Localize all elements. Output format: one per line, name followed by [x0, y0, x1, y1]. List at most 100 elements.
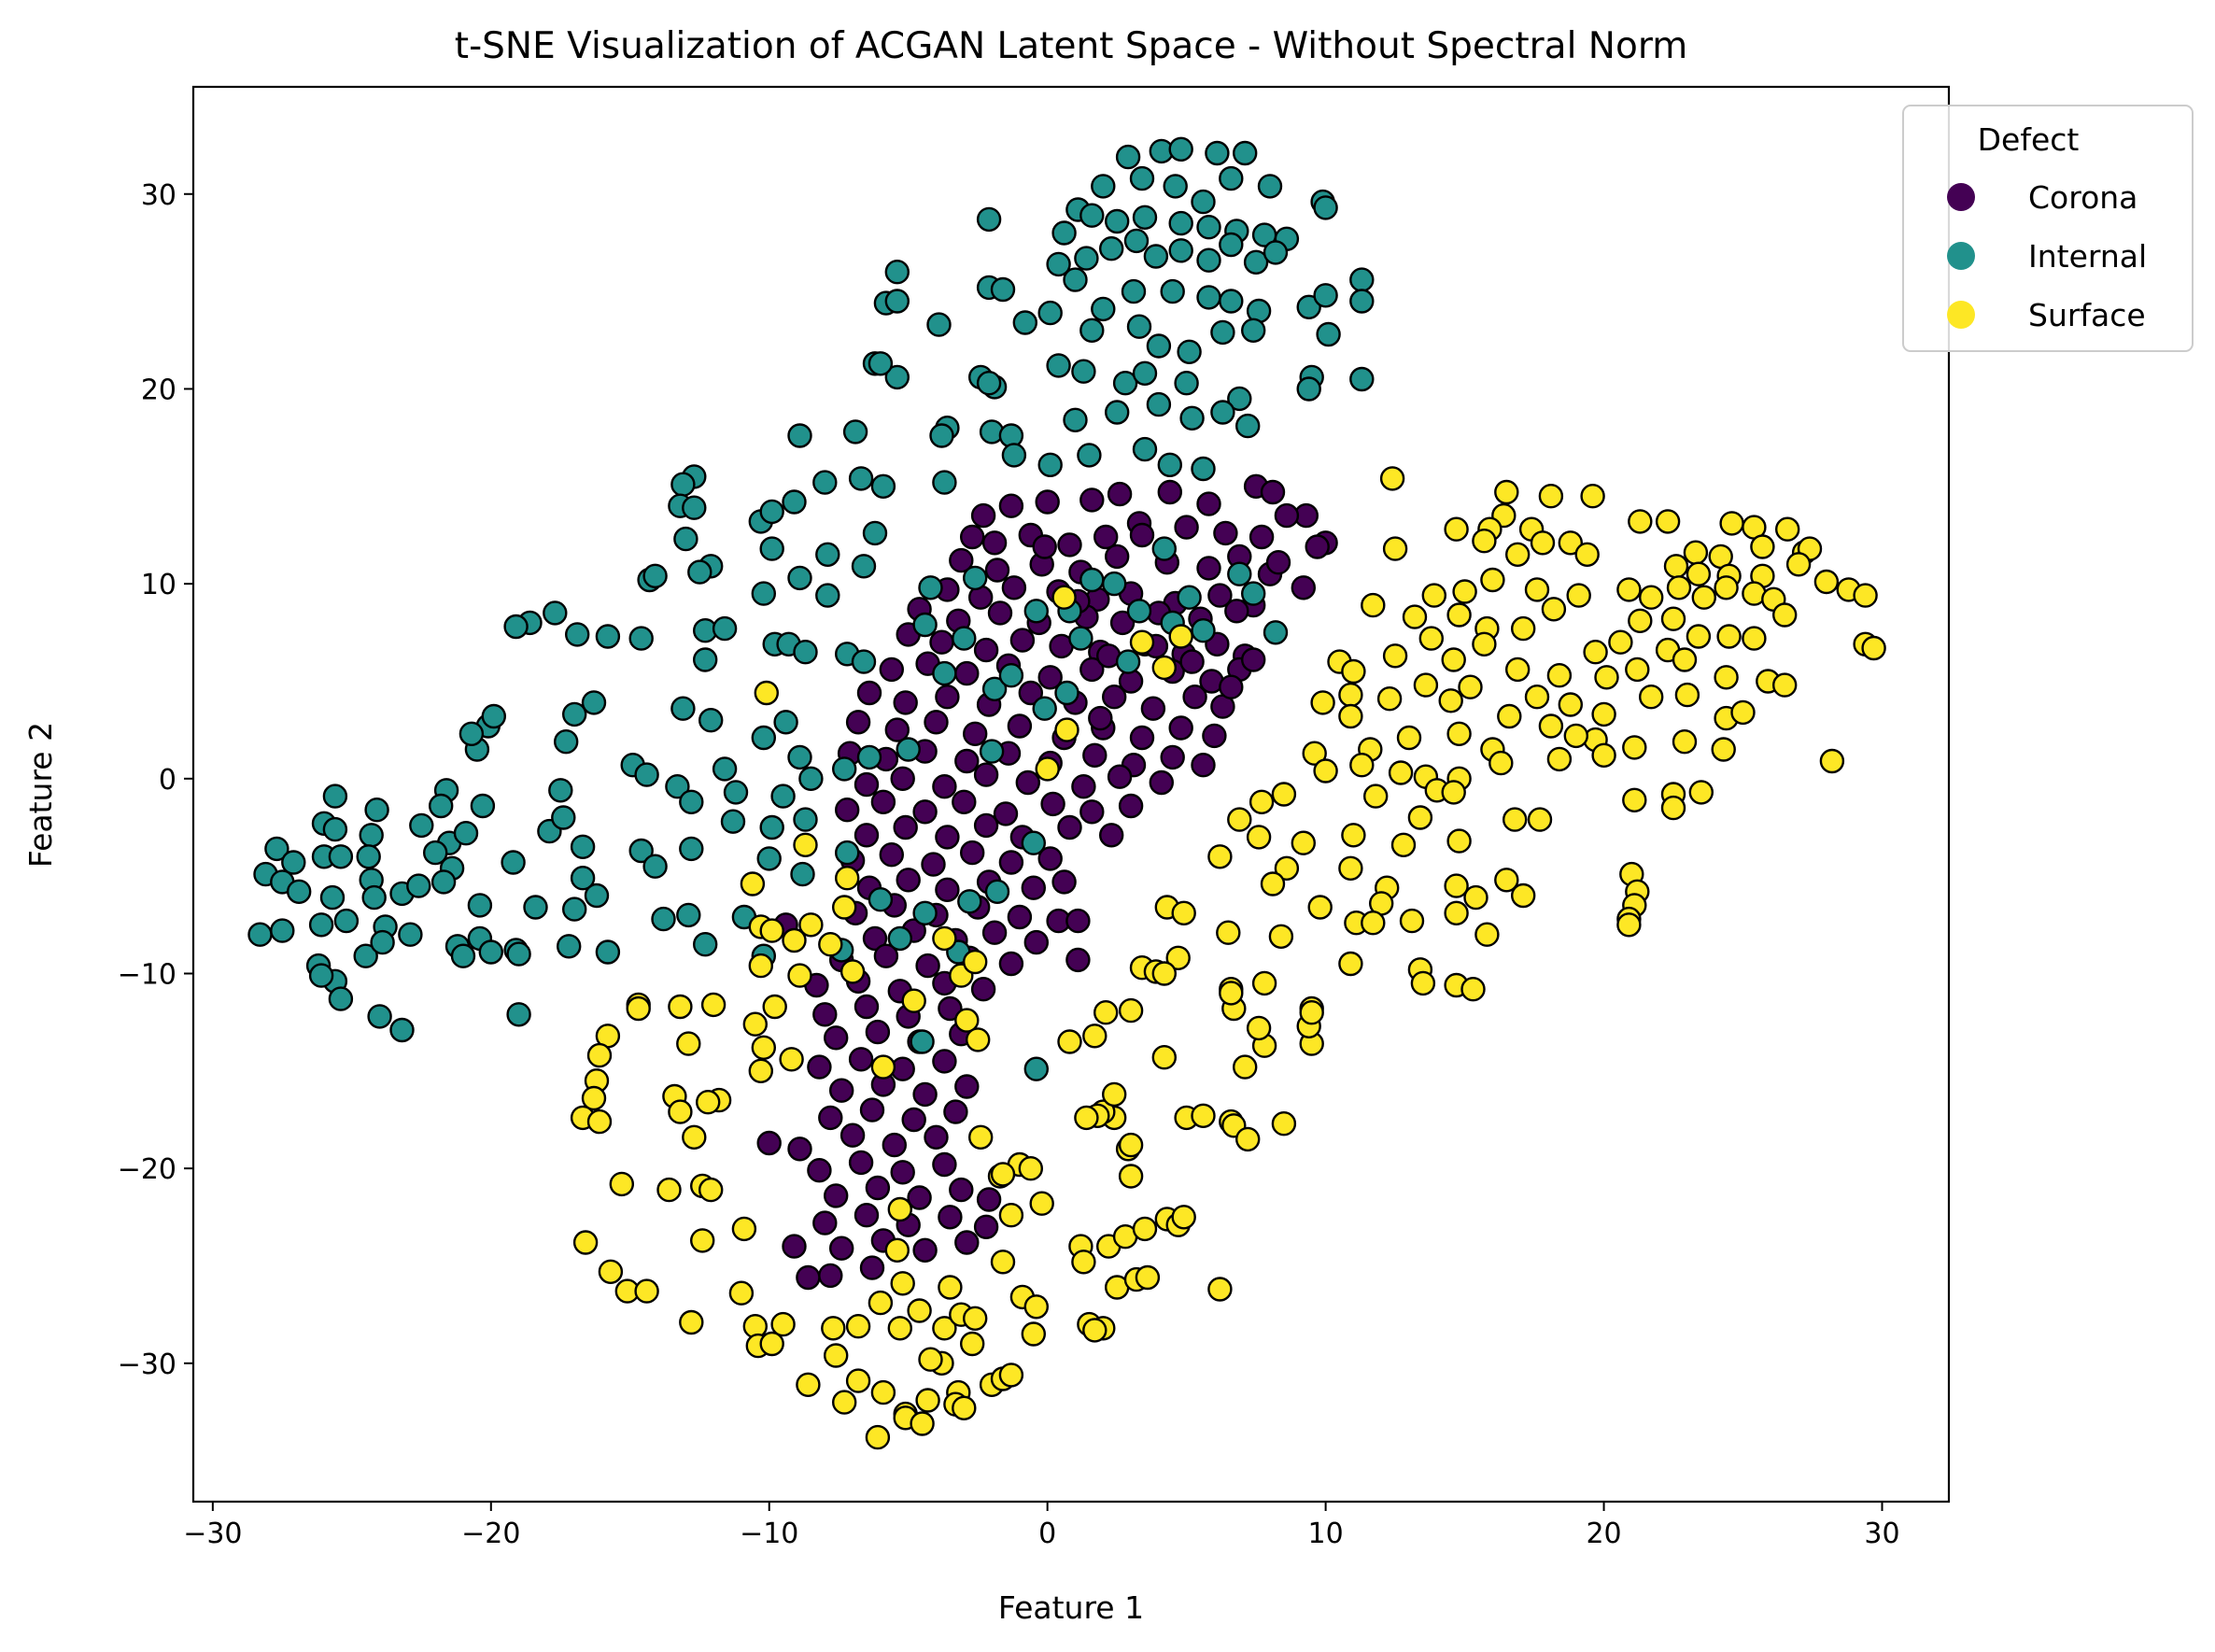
point-internal-15: [1051, 220, 1077, 246]
point-internal-167: [712, 756, 738, 782]
point-surface-125: [1688, 780, 1714, 805]
point-internal-102: [682, 495, 707, 520]
point-surface-304: [918, 1347, 943, 1372]
point-surface-204: [634, 1278, 659, 1304]
point-surface-132: [1502, 807, 1528, 832]
plot-area-frame: [191, 85, 1951, 1504]
point-surface-74: [1341, 658, 1366, 685]
point-surface-107: [1563, 723, 1589, 749]
point-internal-256: [1151, 536, 1178, 561]
point-internal-237: [308, 963, 334, 988]
point-internal-257: [1191, 618, 1216, 643]
point-corona-15: [1057, 532, 1082, 558]
point-internal-197: [501, 850, 526, 875]
point-internal-247: [1021, 830, 1047, 855]
point-internal-166: [665, 774, 690, 799]
point-surface-282: [1219, 981, 1244, 1006]
point-corona-17: [1129, 522, 1155, 548]
point-surface-298: [818, 932, 843, 957]
point-surface-259: [1171, 1205, 1196, 1230]
point-internal-116: [918, 575, 943, 600]
point-surface-212: [796, 1372, 821, 1398]
point-surface-10: [1719, 511, 1744, 536]
point-surface-28: [1785, 552, 1812, 577]
point-corona-211: [1219, 674, 1244, 699]
legend-frame: [1902, 105, 2194, 352]
point-surface-127: [1246, 825, 1272, 850]
point-corona-204: [859, 1255, 885, 1280]
point-internal-38: [1091, 296, 1116, 322]
point-corona-76: [1101, 685, 1127, 710]
point-surface-126: [1227, 807, 1252, 832]
point-corona-121: [1057, 814, 1082, 840]
point-internal-100: [670, 472, 696, 497]
point-surface-295: [839, 959, 866, 984]
point-internal-202: [679, 836, 704, 862]
point-surface-83: [1591, 701, 1616, 727]
point-surface-279: [1299, 999, 1324, 1025]
point-internal-88: [1037, 452, 1063, 477]
point-surface-114: [1035, 756, 1060, 782]
point-corona-1: [998, 493, 1024, 518]
point-internal-13: [1313, 195, 1338, 220]
point-internal-206: [287, 879, 312, 904]
point-internal-235: [478, 939, 503, 965]
point-internal-45: [1313, 283, 1338, 308]
point-corona-201: [954, 1230, 980, 1255]
point-surface-55: [1716, 624, 1742, 649]
point-internal-211: [430, 869, 457, 895]
point-internal-42: [1219, 289, 1244, 314]
point-internal-171: [364, 798, 389, 823]
point-surface-1: [1494, 479, 1519, 505]
point-internal-14: [976, 206, 1002, 233]
point-corona-203: [818, 1263, 843, 1289]
point-surface-64: [1504, 657, 1531, 683]
point-internal-34: [884, 260, 910, 285]
point-surface-97: [1622, 735, 1647, 760]
point-surface-40: [1691, 585, 1717, 610]
point-surface-256: [1135, 1264, 1161, 1291]
point-surface-54: [1686, 624, 1712, 649]
point-internal-124: [543, 600, 568, 626]
point-internal-65: [1071, 359, 1096, 384]
point-internal-84: [842, 419, 868, 445]
point-internal-200: [628, 838, 654, 864]
point-corona-178: [943, 1099, 968, 1124]
point-internal-31: [1219, 232, 1244, 258]
point-corona-18: [1174, 515, 1199, 540]
point-corona-9: [1260, 479, 1286, 505]
point-corona-43: [987, 600, 1013, 626]
point-internal-255: [1079, 567, 1105, 593]
point-corona-202: [782, 1234, 807, 1259]
legend-label-surface: Surface: [2028, 297, 2146, 333]
point-internal-220: [308, 912, 334, 938]
y-axis: −30 −20 −10 0 10 20 30: [118, 179, 193, 1381]
point-corona-51: [929, 629, 954, 655]
point-surface-129: [1341, 823, 1366, 848]
point-corona-188: [824, 1183, 849, 1208]
point-surface-48: [1510, 615, 1536, 642]
point-internal-91: [1157, 452, 1183, 477]
point-internal-115: [851, 554, 877, 579]
point-internal-187: [759, 814, 784, 840]
point-corona-153: [1065, 947, 1091, 973]
point-surface-287: [1082, 1024, 1108, 1049]
point-internal-4: [1232, 140, 1258, 166]
point-internal-186: [720, 809, 746, 834]
point-surface-161: [1165, 945, 1191, 971]
point-surface-289: [990, 1162, 1016, 1187]
point-internal-52: [1079, 318, 1105, 343]
point-corona-152: [998, 951, 1024, 977]
y-tick-label: −20: [118, 1153, 176, 1186]
point-surface-17: [1504, 542, 1531, 567]
point-internal-221: [333, 908, 360, 934]
point-corona-118: [935, 825, 960, 850]
point-corona-125: [921, 852, 946, 877]
point-corona-191: [949, 1177, 974, 1203]
point-corona-77: [1140, 696, 1166, 721]
point-surface-193: [581, 1085, 607, 1111]
point-surface-156: [1361, 911, 1386, 936]
point-surface-53: [1660, 606, 1686, 631]
point-surface-84: [1638, 685, 1664, 710]
point-internal-46: [1349, 267, 1375, 292]
